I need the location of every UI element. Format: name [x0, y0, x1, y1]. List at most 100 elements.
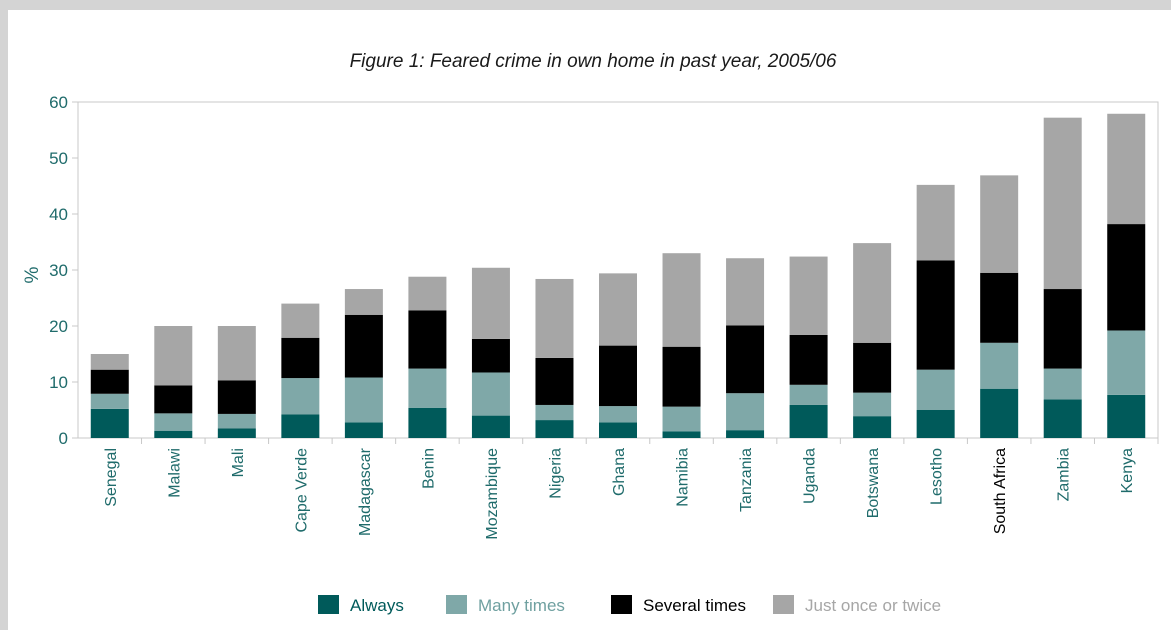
bar-segment — [980, 342, 1019, 389]
bar-segment — [281, 414, 320, 438]
bar-segment — [154, 413, 193, 431]
y-tick-label: 0 — [59, 429, 68, 448]
bar-segment — [789, 404, 828, 438]
bar-segment — [217, 326, 256, 381]
bar-segment — [726, 393, 765, 431]
bar-segment — [154, 430, 193, 438]
y-tick-label: 10 — [49, 373, 68, 392]
bar-segment — [154, 385, 193, 414]
category-label: Malawi — [166, 448, 183, 498]
legend-swatch — [611, 595, 632, 614]
bar-segment — [726, 430, 765, 438]
category-label: Zambia — [1056, 448, 1073, 501]
bar-segment — [408, 368, 447, 408]
bar-segment — [471, 267, 510, 339]
category-label: Benin — [420, 448, 437, 489]
bar-segment — [471, 372, 510, 416]
bar-segment — [90, 408, 129, 438]
legend-swatch — [446, 595, 467, 614]
bar-segment — [726, 325, 765, 394]
legend-label: Always — [350, 596, 404, 615]
category-label: Nigeria — [547, 448, 564, 499]
bar-segment — [1043, 289, 1082, 369]
category-label: Kenya — [1119, 448, 1136, 493]
bar-segment — [217, 380, 256, 414]
bar-segment — [853, 342, 892, 393]
stacked-bar-chart: Figure 1: Feared crime in own home in pa… — [22, 51, 1159, 615]
category-label: Botswana — [865, 448, 882, 518]
bar-segment — [535, 278, 574, 358]
bar-segment — [471, 415, 510, 438]
legend: Always Many times Several times Just once o… — [318, 595, 941, 615]
bar-segment — [916, 410, 955, 438]
bar-segment — [535, 420, 574, 438]
bar-segment — [853, 416, 892, 438]
bar-segment — [662, 253, 701, 347]
bar-segment — [980, 175, 1019, 273]
category-label: Namibia — [675, 448, 692, 507]
bar-segment — [217, 413, 256, 429]
bar-segment — [535, 404, 574, 421]
bar-segment — [281, 303, 320, 338]
y-tick-label: 60 — [49, 93, 68, 112]
category-label: South Africa — [992, 448, 1009, 534]
bar-segment — [217, 428, 256, 438]
y-axis-label: % — [22, 266, 43, 283]
category-label: Cape Verde — [293, 448, 310, 533]
category-label: Lesotho — [929, 448, 946, 505]
legend-label: Several times — [643, 596, 746, 615]
y-tick-label: 20 — [49, 317, 68, 336]
bar-segment — [980, 388, 1019, 438]
bar-segment — [1107, 394, 1146, 438]
bar-segment — [90, 393, 129, 409]
bar-segment — [599, 273, 637, 346]
bar-segment — [1107, 330, 1146, 395]
bar-segment — [853, 243, 892, 343]
bar-segment — [408, 310, 447, 369]
bar-segment — [90, 354, 129, 370]
category-label: Mali — [230, 448, 247, 477]
bar-segment — [1043, 399, 1082, 438]
bar-segment — [408, 276, 447, 311]
category-label: Senegal — [103, 448, 120, 507]
bar-segment — [281, 378, 320, 415]
bar-segment — [662, 406, 701, 432]
bar-segment — [1043, 117, 1082, 290]
bar-segment — [408, 407, 447, 438]
bar-segment — [980, 272, 1019, 343]
plot-area: 0 10 20 30 40 50 60 Senegal Malawi Mali Cape Verde… — [49, 93, 1159, 540]
bar-segment — [726, 258, 765, 326]
bar-segment — [90, 369, 129, 394]
bar-segment — [599, 422, 637, 438]
bar-segment — [916, 184, 955, 261]
bar-segment — [1107, 224, 1146, 331]
y-tick-label: 30 — [49, 261, 68, 280]
chart-title: Figure 1: Feared crime in own home in pa… — [350, 51, 837, 72]
category-label: Ghana — [611, 448, 628, 496]
bar-segment — [344, 377, 383, 423]
bar-segment — [1043, 368, 1082, 400]
y-tick-label: 40 — [49, 205, 68, 224]
bar-segment — [789, 334, 828, 385]
bar-segment — [599, 345, 637, 407]
bar-segment — [535, 357, 574, 405]
y-tick-label: 50 — [49, 149, 68, 168]
legend-label: Just once or twice — [805, 596, 941, 615]
legend-swatch — [318, 595, 339, 614]
category-label: Uganda — [802, 448, 819, 504]
category-label: Madagascar — [357, 447, 374, 536]
bar-segment — [344, 314, 383, 378]
bar-segment — [344, 289, 383, 315]
bar-segment — [916, 369, 955, 410]
bar-segment — [344, 422, 383, 438]
legend-swatch — [773, 595, 794, 614]
bar-segment — [853, 392, 892, 417]
bar-segment — [789, 384, 828, 405]
bar-segment — [662, 431, 701, 438]
chart-panel: Figure 1: Feared crime in own home in pa… — [8, 10, 1171, 630]
bar-segment — [281, 337, 320, 379]
bar-segment — [154, 326, 193, 386]
category-label: Tanzania — [738, 448, 755, 512]
bar-segment — [789, 256, 828, 335]
bar-segment — [599, 406, 637, 423]
